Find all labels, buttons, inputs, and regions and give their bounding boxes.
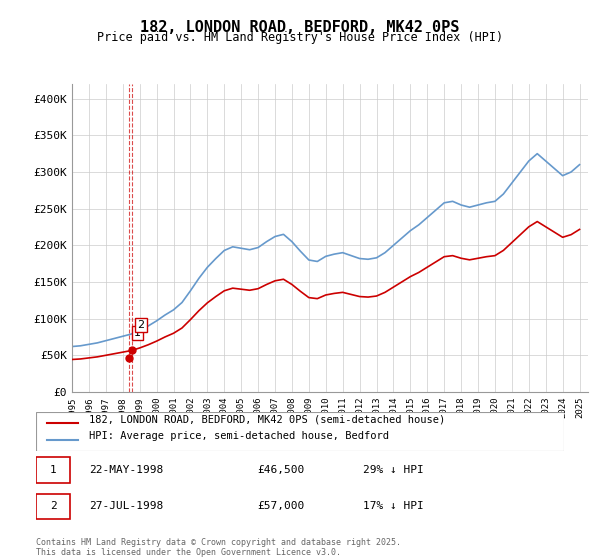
Text: HPI: Average price, semi-detached house, Bedford: HPI: Average price, semi-detached house,…	[89, 431, 389, 441]
FancyBboxPatch shape	[36, 412, 564, 451]
FancyBboxPatch shape	[36, 457, 70, 483]
Text: Contains HM Land Registry data © Crown copyright and database right 2025.
This d: Contains HM Land Registry data © Crown c…	[36, 538, 401, 557]
Text: 27-JUL-1998: 27-JUL-1998	[89, 501, 163, 511]
Text: 2: 2	[50, 501, 57, 511]
Text: 182, LONDON ROAD, BEDFORD, MK42 0PS (semi-detached house): 182, LONDON ROAD, BEDFORD, MK42 0PS (sem…	[89, 414, 445, 424]
FancyBboxPatch shape	[36, 494, 70, 519]
Text: 182, LONDON ROAD, BEDFORD, MK42 0PS: 182, LONDON ROAD, BEDFORD, MK42 0PS	[140, 20, 460, 35]
Text: 1: 1	[134, 328, 141, 338]
Text: 1: 1	[50, 465, 57, 475]
Text: £46,500: £46,500	[258, 465, 305, 475]
Text: £57,000: £57,000	[258, 501, 305, 511]
Text: 2: 2	[137, 320, 145, 330]
Text: 22-MAY-1998: 22-MAY-1998	[89, 465, 163, 475]
Text: Price paid vs. HM Land Registry's House Price Index (HPI): Price paid vs. HM Land Registry's House …	[97, 31, 503, 44]
Text: 17% ↓ HPI: 17% ↓ HPI	[364, 501, 424, 511]
Text: 29% ↓ HPI: 29% ↓ HPI	[364, 465, 424, 475]
